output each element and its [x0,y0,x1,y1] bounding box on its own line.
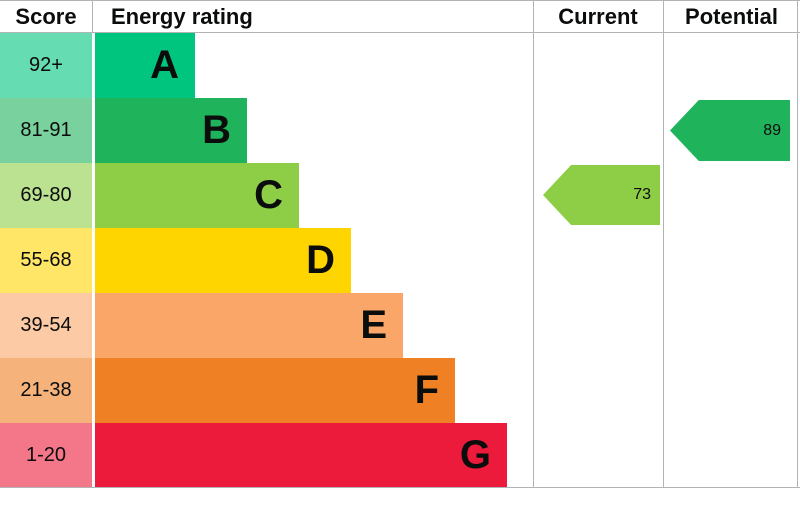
score-range-b: 81-91 [0,98,92,163]
band-row-a: 92+ A [0,33,800,98]
header-score: Score [15,3,77,29]
band-bar-g: G [95,423,507,488]
band-bar-c: C [95,163,299,228]
score-range-d: 55-68 [0,228,92,293]
header-energy-rating: Energy rating [111,3,253,29]
band-letter-g: G [459,433,491,477]
score-range-f: 21-38 [0,358,92,423]
score-range-e: 39-54 [0,293,92,358]
grid-line-right [797,0,798,488]
band-letter-a: A [150,43,179,87]
header-potential: Potential [685,3,778,29]
band-row-c: 69-80 C [0,163,800,228]
potential-rating-arrow: 89 [670,100,790,161]
band-letter-d: D [306,238,335,282]
score-range-g: 1-20 [0,423,92,488]
band-letter-e: E [360,303,387,347]
band-row-f: 21-38 F [0,358,800,423]
column-divider-current [533,0,534,488]
band-row-e: 39-54 E [0,293,800,358]
grid-line-top [0,0,800,1]
score-range-c: 69-80 [0,163,92,228]
band-row-d: 55-68 D [0,228,800,293]
grid-line-header-bottom [0,32,800,33]
column-divider-score [92,0,93,33]
column-divider-potential [663,0,664,488]
band-bar-d: D [95,228,351,293]
band-bar-f: F [95,358,455,423]
band-letter-b: B [202,108,231,152]
band-row-b: 81-91 B [0,98,800,163]
current-rating-value: 73 [633,186,651,203]
score-range-a: 92+ [0,33,92,98]
header-current: Current [558,3,638,29]
grid-line-bottom [0,487,800,488]
band-letter-f: F [414,368,439,412]
band-bar-e: E [95,293,403,358]
band-bar-a: A [95,33,195,98]
band-row-g: 1-20 G [0,423,800,488]
band-letter-c: C [254,173,283,217]
band-rows: 92+ A 81-91 B 69-80 C 55-68 D 39-54 E 21… [0,33,800,488]
band-bar-b: B [95,98,247,163]
potential-rating-value: 89 [763,121,781,139]
current-rating-arrow: 73 [543,165,660,225]
